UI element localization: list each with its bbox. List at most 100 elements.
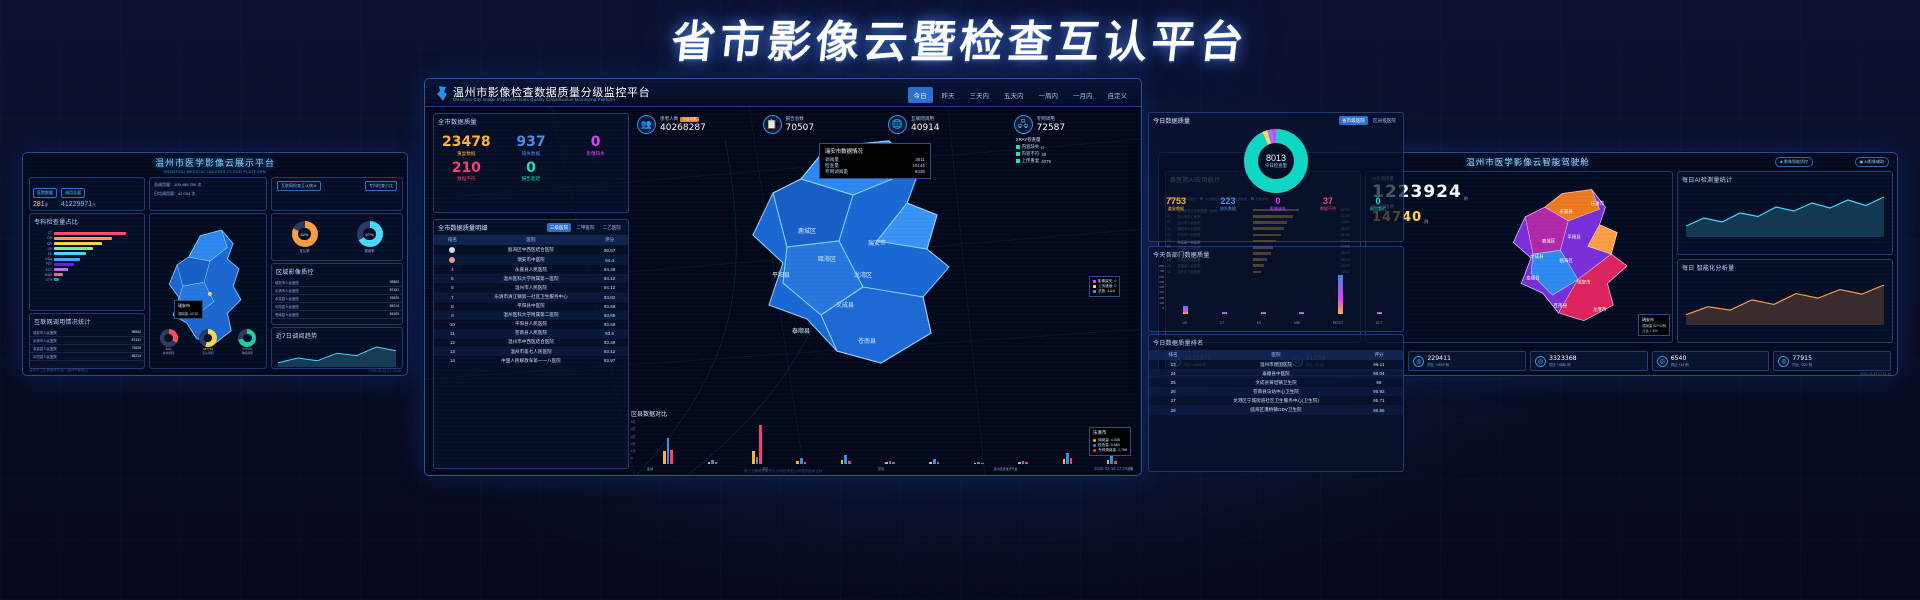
table-row[interactable]: 27 龙港区宁城街道社区卫生服务中心(卫生院) 95.71 xyxy=(1149,396,1403,405)
hospital-level-tabs[interactable]: 三级医院 二甲医院 二乙医院 xyxy=(546,223,624,232)
cell-rank: 6 xyxy=(451,285,454,291)
donut-label-1: 互认率 xyxy=(299,249,310,253)
table-row[interactable]: 13 温州市第七人民医院 93.12 xyxy=(434,347,628,357)
center-map-area[interactable]: 永嘉县乐清市鹿城区瓯海区龙湾区瑞安市文成县平阳县泰顺县苍南县 瑞安市数据情况 调… xyxy=(631,137,1051,407)
wenzhou-logo-icon xyxy=(437,86,447,101)
bar-label: MAM xyxy=(44,272,52,277)
level-tab-0[interactable]: 三级医院 xyxy=(546,223,572,232)
table-row[interactable]: 11 苍南县人民医院 93.5 xyxy=(434,328,628,338)
table-row[interactable]: 26 苍南县马站中心卫生院 95.92 xyxy=(1149,387,1403,397)
legend-label: 内容不符 xyxy=(1021,151,1040,156)
level-tab-2[interactable]: 二乙医院 xyxy=(602,224,621,230)
tooltip-row: 专网调阅量 6038 xyxy=(825,169,925,175)
tab-5[interactable]: 一月内 xyxy=(1073,93,1093,100)
tooltip-text: 总数: 4118 xyxy=(1098,289,1115,293)
x-tick-3: MRI xyxy=(1294,321,1300,325)
time-range-tabs[interactable]: 今日 昨天 三天内 五天内 一周内 一月内 自定义 xyxy=(907,87,1134,103)
table-row[interactable]: 瑞安市中医院 94.4 xyxy=(434,255,628,266)
bar xyxy=(711,460,714,464)
today-quality-tabs[interactable]: 省市级医院 区县级医院 xyxy=(1339,116,1399,125)
table-row[interactable]: 6 温州市人民医院 94.12 xyxy=(434,283,628,292)
map-region-label: 永嘉县 xyxy=(1560,208,1574,215)
y-tick: 2万 xyxy=(631,441,636,446)
dept-bar-5[interactable] xyxy=(1377,312,1383,314)
table-row[interactable]: 8 平阳县中医院 93.68 xyxy=(434,302,628,311)
cell-score: 93.65 xyxy=(591,310,628,320)
x-tick-1: 洞头 xyxy=(762,467,769,471)
map-region-label: 龙湾区 xyxy=(854,271,872,279)
x-tick-2: ES xyxy=(1256,321,1262,325)
ai-assist-button[interactable]: ▣ AI影像辅助 xyxy=(1854,157,1889,167)
table-row[interactable]: 5 温州医科大学附属第一医院 94.12 xyxy=(434,274,628,284)
table-row[interactable]: 瓯海区中西医结合医院 96.67 xyxy=(434,245,628,255)
today-value: 223 xyxy=(1220,196,1236,206)
kpi-label-text: 患者人数 xyxy=(660,116,679,121)
ai-map-panel[interactable]: AI总调用量 1223924 例 今日调用数 14740 例 永嘉县乐清市鹿城区… xyxy=(1365,171,1673,343)
table-row[interactable]: 25 文成县黄坦镇卫生院 96 xyxy=(1149,378,1403,387)
cell-score: 93.82 xyxy=(591,292,628,302)
center-dashboard-screen[interactable]: 温州市影像检查数据质量分级监控平台 Wenzhou City Image Ins… xyxy=(424,78,1142,476)
cell-score: 93.5 xyxy=(591,328,628,338)
tab-2[interactable]: 三天内 xyxy=(969,93,990,100)
card-text: 229411 同比 +4590 例 xyxy=(1427,355,1451,367)
bar xyxy=(840,460,844,464)
medal-icon xyxy=(449,256,456,263)
table-body: 瓯海区中西医结合医院 96.67 瑞安市中医院 94.4 4 永嘉县人民医院 94.28 5 温… xyxy=(434,245,628,365)
tooltip-item: 调阅量: 4,408 xyxy=(1093,438,1127,443)
bar xyxy=(666,438,670,464)
bar-label: CT xyxy=(47,231,52,236)
bar xyxy=(892,462,895,464)
quality-control-button[interactable]: ◈ 影像智能质控 xyxy=(1774,157,1813,167)
table-row[interactable]: 23 温州市建国医院 96.11 xyxy=(1149,360,1403,369)
tab-3[interactable]: 五天内 xyxy=(1004,93,1024,100)
table-row[interactable]: 4 永嘉县人民医院 94.28 xyxy=(434,265,628,274)
report-icon: 📋 xyxy=(762,115,782,134)
legend-swatch xyxy=(1015,159,1020,163)
bar xyxy=(755,456,759,464)
bottom-card-5[interactable]: ◎ 77915 同比 +222 例 xyxy=(1773,351,1892,371)
region-chart-tooltip: 乐清市 调阅量: 4,408 检查量: 9,660 专网调阅量: 1,758 xyxy=(1089,427,1131,456)
bottom-card-3[interactable]: ◎ 3323368 同比 +4580 例 xyxy=(1530,351,1648,371)
dept-bar-4[interactable] xyxy=(1338,274,1344,314)
dept-bar-0[interactable] xyxy=(1182,306,1188,314)
cell-hospital: 温州医科大学附属第二医院 xyxy=(470,310,592,320)
legend-label: 上传重复 xyxy=(1021,158,1040,163)
col-0: 排名 xyxy=(434,235,471,245)
table-row[interactable]: 12 温州市中西医结合医院 93.49 xyxy=(434,338,628,347)
bar-fill xyxy=(54,247,93,251)
bar-group-0 xyxy=(647,420,689,464)
y-tick: 300 xyxy=(1159,290,1164,295)
y-tick: 4万 xyxy=(631,427,636,432)
wenzhou-map-center[interactable]: 永嘉县乐清市鹿城区瓯海区龙湾区瑞安市文成县平阳县泰顺县苍南县 xyxy=(631,137,1051,407)
table-row[interactable]: 28 瓯海区潘桥镇ODV卫生院 95.66 xyxy=(1149,405,1403,415)
list-item-value: 98562 xyxy=(131,330,141,334)
y-tick: 0 xyxy=(631,456,633,461)
bar-chart-body: CT DR MR US ES DSA PET ECT MAM OTH xyxy=(30,229,144,282)
dept-bar-3[interactable] xyxy=(1299,312,1305,314)
dept-bar-1[interactable] xyxy=(1221,312,1227,314)
left-dashboard-screen[interactable]: 温州市医学影像云展示平台 WENZHOU MEDICAL IMAGING CLO… xyxy=(22,152,408,376)
table-row[interactable]: 9 温州医科大学附属第二医院 93.65 xyxy=(434,310,628,320)
table-row: 苍南县人民医院 54109 xyxy=(272,311,402,319)
today-tab-1[interactable]: 区县级医院 xyxy=(1373,117,1396,123)
col-2: 评分 xyxy=(591,235,628,245)
tab-1[interactable]: 昨天 xyxy=(941,93,955,100)
table-row[interactable]: 14 中国人民解放军第一一八医院 92.97 xyxy=(434,356,628,365)
tab-6[interactable]: 自定义 xyxy=(1107,93,1128,100)
x-tick-5: ECT xyxy=(1376,321,1383,325)
table-row[interactable]: 24 泰顺县中医院 96.04 xyxy=(1149,369,1403,379)
dept-bar-2[interactable] xyxy=(1260,312,1266,314)
today-quality-cells: 7753 重复数据 223 缺失数据 0 影像缺失 37 数据不符 0 报告超迟 xyxy=(1149,196,1403,212)
left-map-panel[interactable]: 瑞安市 调阅量 14782 xyxy=(149,213,267,369)
bottom-card-2[interactable]: ◎ 229411 同比 +4590 例 xyxy=(1408,351,1527,371)
table-row[interactable]: 7 乐清市清江镇第一社区卫生服务中心 93.82 xyxy=(434,292,628,302)
today-tab-0[interactable]: 省市级医院 xyxy=(1339,116,1369,125)
quality-value: 937 xyxy=(516,134,546,150)
today-label: 缺失数据 xyxy=(1220,206,1236,211)
table-row[interactable]: 10 平阳县人民医院 93.59 xyxy=(434,320,628,329)
bottom-card-4[interactable]: ◎ 6540 同比 +34 例 xyxy=(1651,351,1770,371)
level-tab-1[interactable]: 二甲医院 xyxy=(576,224,595,230)
tab-0[interactable]: 今日 xyxy=(907,87,933,103)
tab-4[interactable]: 一周内 xyxy=(1038,93,1059,100)
